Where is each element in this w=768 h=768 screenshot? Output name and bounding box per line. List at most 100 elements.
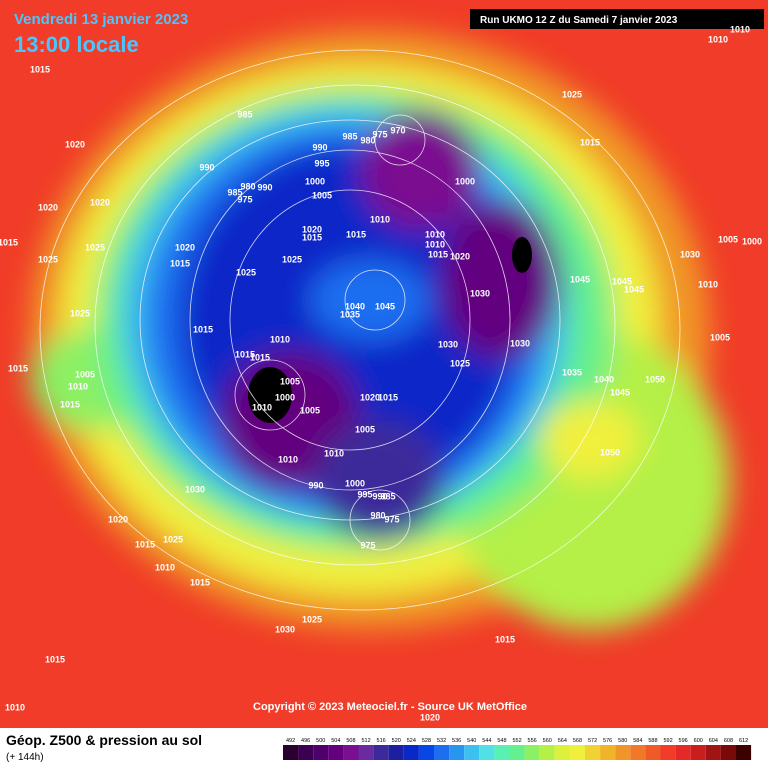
legend-label: 516 <box>377 738 386 744</box>
pressure-label: 1050 <box>645 374 665 384</box>
legend-label: 508 <box>346 738 355 744</box>
legend-label: 596 <box>679 738 688 744</box>
legend-swatch <box>690 745 706 760</box>
legend-label: 560 <box>543 738 552 744</box>
pressure-label: 1000 <box>305 176 325 186</box>
pressure-label: 1005 <box>710 332 730 342</box>
map-background <box>0 0 768 728</box>
legend-swatch <box>494 745 510 760</box>
legend-label: 544 <box>482 738 491 744</box>
legend-swatch <box>313 745 329 760</box>
pressure-label: 1005 <box>75 369 95 379</box>
pressure-label: 1015 <box>190 577 210 587</box>
pressure-label: 1010 <box>324 448 344 458</box>
legend-label: 568 <box>573 738 582 744</box>
legend-label: 492 <box>286 738 295 744</box>
legend-swatch <box>373 745 389 760</box>
legend-label: 524 <box>407 738 416 744</box>
pressure-label: 1015 <box>193 324 213 334</box>
legend-label: 504 <box>331 738 340 744</box>
legend-swatch <box>585 745 601 760</box>
pressure-label: 1025 <box>282 254 302 264</box>
pressure-label: 1010 <box>370 214 390 224</box>
pressure-label: 995 <box>357 489 372 499</box>
legend-swatch <box>600 745 616 760</box>
legend-swatch <box>464 745 480 760</box>
pressure-label: 985 <box>380 491 395 501</box>
pressure-label: 1010 <box>68 381 88 391</box>
copyright: Copyright © 2023 Meteociel.fr - Source U… <box>253 701 527 713</box>
pressure-label: 1015 <box>170 258 190 268</box>
pressure-label: 1000 <box>455 176 475 186</box>
legend-swatch <box>343 745 359 760</box>
legend-swatch <box>358 745 374 760</box>
map-title: Géop. Z500 & pression au sol <box>6 732 202 748</box>
pressure-label: 1020 <box>450 251 470 261</box>
pressure-label: 1025 <box>163 534 183 544</box>
pressure-label: 1015 <box>45 654 65 664</box>
legend-swatch <box>434 745 450 760</box>
pressure-label: 975 <box>237 194 252 204</box>
pressure-label: 990 <box>372 491 387 501</box>
legend-swatch <box>539 745 555 760</box>
run-info: Run UKMO 12 Z du Samedi 7 janvier 2023 <box>480 15 678 26</box>
pressure-label: 1020 <box>38 202 58 212</box>
pressure-label: 1045 <box>624 284 644 294</box>
legend: 492 496 500 504 508 512 516 520 524 528 532 536 540 5… <box>283 738 752 760</box>
pressure-label: 980 <box>240 181 255 191</box>
pressure-label: 1000 <box>275 392 295 402</box>
pressure-label: 1050 <box>600 447 620 457</box>
pressure-label: 995 <box>314 158 329 168</box>
pressure-label: 980 <box>370 510 385 520</box>
pressure-label: 1015 <box>30 64 50 74</box>
pressure-label: 1015 <box>378 392 398 402</box>
pressure-label: 1020 <box>360 392 380 402</box>
legend-label: 580 <box>618 738 627 744</box>
pressure-label: 1030 <box>438 339 458 349</box>
pressure-label: 1020 <box>302 224 322 234</box>
legend-swatch <box>283 745 299 760</box>
pressure-label: 1010 <box>425 239 445 249</box>
legend-swatch <box>630 745 646 760</box>
legend-swatch <box>388 745 404 760</box>
pressure-label: 1040 <box>345 301 365 311</box>
pressure-label: 1020 <box>65 139 85 149</box>
legend-label: 552 <box>512 738 521 744</box>
lead-time: (+ 144h) <box>6 752 44 763</box>
legend-swatch <box>418 745 434 760</box>
pressure-label: 1015 <box>0 237 18 247</box>
pressure-label: 985 <box>342 131 357 141</box>
legend-swatch <box>736 745 752 760</box>
legend-swatch <box>403 745 419 760</box>
pressure-label: 1025 <box>302 614 322 624</box>
pressure-label: 1035 <box>340 309 360 319</box>
local-time: 13:00 locale <box>14 32 139 57</box>
pressure-label: 1015 <box>428 249 448 259</box>
pressure-label: 1010 <box>278 454 298 464</box>
pressure-label: 1010 <box>698 279 718 289</box>
pressure-label: 1015 <box>580 137 600 147</box>
legend-label: 528 <box>422 738 431 744</box>
legend-label: 496 <box>301 738 310 744</box>
pressure-label: 1000 <box>345 478 365 488</box>
pressure-label: 1030 <box>275 624 295 634</box>
legend-swatch <box>569 745 585 760</box>
legend-swatch <box>449 745 465 760</box>
pressure-label: 990 <box>199 162 214 172</box>
legend-label: 604 <box>709 738 718 744</box>
pressure-label: 1025 <box>38 254 58 264</box>
legend-label: 536 <box>452 738 461 744</box>
legend-label: 520 <box>392 738 401 744</box>
pressure-label: 1015 <box>495 634 515 644</box>
pressure-label: 1045 <box>610 387 630 397</box>
pressure-label: 1020 <box>420 712 440 722</box>
legend-label: 512 <box>361 738 370 744</box>
pressure-label: 1010 <box>155 562 175 572</box>
legend-swatch <box>645 745 661 760</box>
pressure-label: 1045 <box>612 276 632 286</box>
legend-swatch <box>554 745 570 760</box>
pressure-label: 1010 <box>425 229 445 239</box>
legend-swatch <box>705 745 721 760</box>
legend-label: 532 <box>437 738 446 744</box>
